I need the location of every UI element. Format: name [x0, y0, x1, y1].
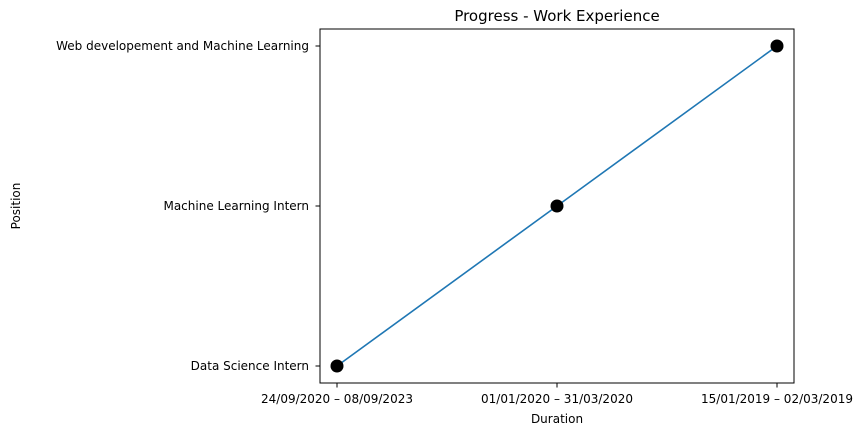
x-tick-label: 15/01/2019 – 02/03/2019 [701, 392, 853, 406]
x-axis: 24/09/2020 – 08/09/2023 01/01/2020 – 31/0… [261, 383, 853, 406]
chart-title: Progress - Work Experience [454, 7, 659, 25]
y-tick-label: Web developement and Machine Learning [56, 39, 309, 53]
x-tick-label: 24/09/2020 – 08/09/2023 [261, 392, 413, 406]
data-point [550, 199, 564, 213]
y-axis-label: Position [9, 183, 23, 230]
y-tick-label: Machine Learning Intern [163, 199, 309, 213]
data-point [770, 39, 784, 53]
y-axis: Data Science Intern Machine Learning Inte… [56, 39, 320, 373]
x-tick-label: 01/01/2020 – 31/03/2020 [481, 392, 633, 406]
series-layer [330, 39, 784, 373]
x-axis-label: Duration [531, 412, 583, 426]
data-point [330, 359, 344, 373]
y-tick-label: Data Science Intern [191, 359, 309, 373]
